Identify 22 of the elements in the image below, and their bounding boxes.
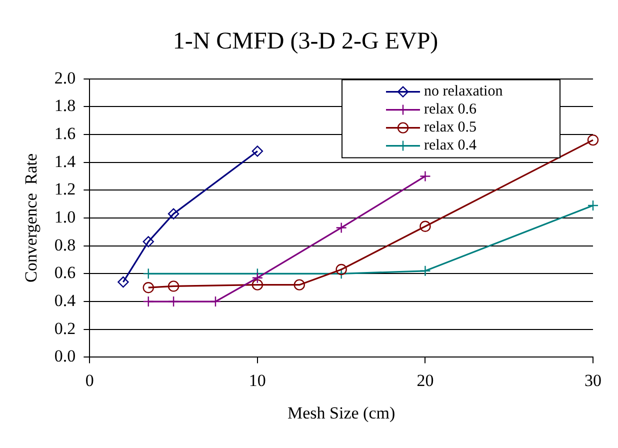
x-tick-label: 20 xyxy=(416,370,434,390)
y-tick-label: 1.6 xyxy=(54,124,76,143)
legend-label: no relaxation xyxy=(424,84,504,100)
y-tick-label: 1.4 xyxy=(54,152,76,171)
x-tick-label: 0 xyxy=(85,370,94,390)
x-tick-label: 30 xyxy=(584,370,602,390)
y-tick-label: 2.0 xyxy=(54,68,76,88)
chart-title: 1-N CMFD (3-D 2-G EVP) xyxy=(172,28,438,55)
legend-label: relax 0.4 xyxy=(424,138,477,154)
y-tick-label: 0.2 xyxy=(54,318,76,338)
y-tick-label: 0.4 xyxy=(54,290,76,310)
y-tick-label: 0.0 xyxy=(54,346,76,366)
y-tick-label: 1.8 xyxy=(54,96,76,116)
legend-label: relax 0.6 xyxy=(424,102,477,118)
y-tick-label: 0.8 xyxy=(54,235,76,254)
y-tick-label: 1.2 xyxy=(54,180,76,199)
y-axis-title: Convergence Rate xyxy=(22,153,41,283)
legend-label: relax 0.5 xyxy=(424,120,476,136)
y-tick-label: 1.0 xyxy=(54,207,76,226)
x-axis-title: Mesh Size (cm) xyxy=(288,403,396,422)
x-tick-label: 10 xyxy=(248,370,266,390)
y-tick-label: 0.6 xyxy=(54,263,76,282)
